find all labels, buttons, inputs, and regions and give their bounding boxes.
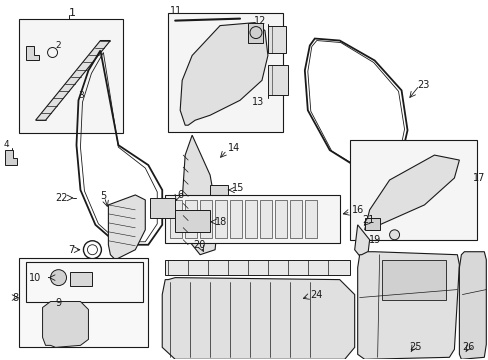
Text: 21: 21	[362, 215, 374, 225]
Text: 25: 25	[408, 342, 421, 352]
Bar	[19, 19, 123, 133]
Bar	[19, 258, 148, 347]
Text: 22: 22	[56, 193, 68, 203]
Text: 24: 24	[309, 289, 322, 300]
Bar	[260, 200, 271, 238]
Polygon shape	[364, 155, 458, 230]
Polygon shape	[25, 45, 39, 60]
Text: 5: 5	[100, 191, 106, 201]
Text: 23: 23	[417, 80, 429, 90]
Text: 26: 26	[462, 342, 474, 352]
Polygon shape	[182, 135, 218, 255]
Bar	[70, 272, 92, 285]
Polygon shape	[42, 302, 88, 347]
Text: 3: 3	[78, 91, 84, 100]
Polygon shape	[162, 278, 354, 359]
Text: 10: 10	[29, 273, 41, 283]
Bar	[215, 200, 226, 238]
Bar	[175, 210, 210, 232]
Circle shape	[50, 270, 66, 285]
Text: 8: 8	[13, 293, 19, 302]
Bar	[150, 198, 175, 218]
Polygon shape	[36, 41, 110, 120]
Polygon shape	[357, 252, 458, 359]
Text: 4: 4	[4, 140, 9, 149]
Bar	[168, 13, 283, 132]
Text: 6: 6	[177, 190, 183, 200]
Polygon shape	[5, 150, 17, 165]
Polygon shape	[108, 195, 145, 260]
Text: 18: 18	[215, 217, 227, 227]
Bar	[381, 260, 446, 300]
Text: 16: 16	[351, 205, 363, 215]
Bar	[165, 195, 339, 243]
Text: 7: 7	[68, 245, 75, 255]
Bar	[229, 200, 242, 238]
Bar	[267, 26, 285, 54]
Text: 2: 2	[56, 41, 61, 50]
Text: 19: 19	[368, 235, 380, 245]
Bar	[349, 140, 476, 240]
Circle shape	[249, 27, 262, 39]
Bar	[25, 262, 143, 302]
Bar	[289, 200, 301, 238]
Polygon shape	[180, 23, 267, 125]
Text: 1: 1	[68, 8, 75, 18]
Polygon shape	[458, 252, 486, 359]
Circle shape	[389, 230, 399, 240]
Text: 11: 11	[170, 6, 182, 15]
Bar	[170, 200, 182, 238]
Bar	[200, 200, 212, 238]
Text: 14: 14	[227, 143, 240, 153]
Text: 9: 9	[56, 297, 61, 307]
Polygon shape	[165, 260, 349, 275]
Bar	[274, 200, 286, 238]
Bar	[364, 218, 379, 230]
Text: 13: 13	[251, 97, 264, 107]
Bar	[304, 200, 316, 238]
Bar	[210, 185, 227, 199]
Polygon shape	[354, 225, 369, 265]
Text: 12: 12	[253, 15, 265, 26]
Bar	[267, 66, 287, 95]
Bar	[247, 23, 263, 42]
Bar	[244, 200, 256, 238]
Bar	[185, 200, 197, 238]
Text: 20: 20	[193, 240, 205, 250]
Text: 17: 17	[472, 173, 484, 183]
Text: 15: 15	[232, 183, 244, 193]
